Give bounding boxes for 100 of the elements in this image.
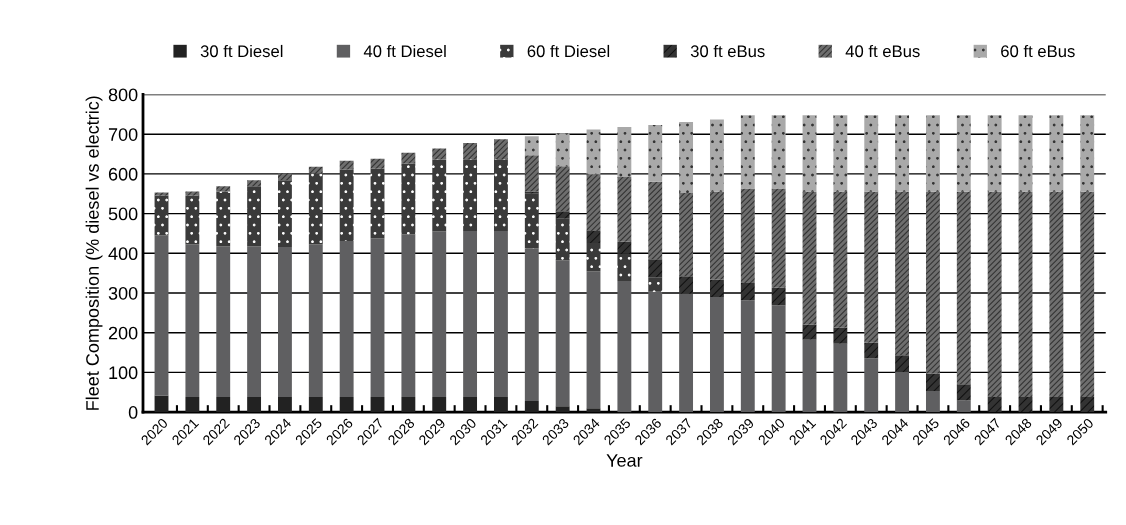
bar <box>524 248 539 402</box>
bar <box>247 246 262 398</box>
bar <box>1049 115 1064 192</box>
bar <box>339 160 354 170</box>
bar <box>185 195 200 245</box>
bar <box>895 372 910 413</box>
bar <box>1018 397 1033 413</box>
bar <box>524 401 539 413</box>
bar <box>925 373 940 392</box>
bar <box>864 342 879 359</box>
bar <box>494 231 508 398</box>
bar <box>617 241 632 254</box>
bar <box>987 397 1002 413</box>
y-tick-label: 200 <box>108 326 138 340</box>
bar <box>216 191 231 247</box>
bar <box>1018 115 1033 192</box>
bar <box>494 139 508 160</box>
bar <box>833 115 848 192</box>
bar <box>679 276 694 294</box>
bar <box>555 133 570 167</box>
bar <box>463 231 478 398</box>
bar <box>586 271 601 409</box>
bar <box>555 211 570 219</box>
bar <box>802 324 817 340</box>
bar <box>617 253 632 282</box>
bar <box>308 244 323 398</box>
bar <box>956 191 971 385</box>
bar <box>247 397 262 413</box>
bar <box>586 231 601 243</box>
bar <box>679 293 694 413</box>
bar <box>185 397 200 413</box>
bar <box>370 158 385 169</box>
bar <box>1049 397 1064 413</box>
bar <box>895 191 910 356</box>
bar <box>370 168 385 239</box>
bar <box>864 358 879 413</box>
bar <box>432 397 447 413</box>
bar <box>339 169 354 241</box>
legend-label: 40 ft Diesel <box>363 44 446 58</box>
legend-label: 60 ft eBus <box>1001 44 1075 58</box>
bar <box>617 177 632 242</box>
bar <box>771 305 786 413</box>
legend-label: 40 ft eBus <box>845 44 920 58</box>
bar <box>216 186 231 192</box>
y-tick-label: 300 <box>108 286 138 300</box>
bar <box>617 281 632 413</box>
bar <box>864 191 879 343</box>
bar <box>740 283 755 301</box>
bar <box>278 397 292 413</box>
bar <box>401 152 416 164</box>
bar <box>308 173 323 245</box>
bar <box>1018 191 1033 398</box>
bar <box>895 355 910 373</box>
legend-label: 30 ft eBus <box>690 44 765 58</box>
bar <box>740 300 755 413</box>
bar <box>833 327 848 344</box>
bar <box>1080 397 1095 413</box>
bar <box>1080 191 1095 398</box>
bar <box>586 408 601 413</box>
bar <box>771 115 786 189</box>
bar <box>555 406 570 413</box>
bar <box>987 191 1002 398</box>
bar <box>154 195 169 236</box>
bar <box>463 142 478 160</box>
bar <box>956 384 971 401</box>
bar <box>648 277 663 292</box>
bar <box>278 246 292 398</box>
bar <box>586 174 601 232</box>
y-tick-label: 100 <box>109 366 138 380</box>
y-tick-label: 800 <box>108 88 138 102</box>
bar <box>185 244 200 398</box>
bar <box>524 155 539 192</box>
y-tick-label: 400 <box>108 247 138 261</box>
bar <box>864 115 879 192</box>
bar <box>771 287 786 306</box>
bar <box>555 166 570 212</box>
bar <box>679 192 694 277</box>
bar <box>895 115 910 192</box>
y-tick-label: 500 <box>108 207 138 221</box>
bar <box>432 159 447 232</box>
bar <box>833 191 848 328</box>
bar <box>524 191 539 194</box>
bar <box>339 241 354 398</box>
legend-label: 60 ft Diesel <box>527 44 610 58</box>
bar <box>648 291 663 413</box>
bar <box>771 188 786 288</box>
y-tick-label: 600 <box>108 167 138 181</box>
bar <box>308 166 323 174</box>
bar <box>494 159 508 232</box>
bar <box>648 259 663 278</box>
bar <box>154 395 169 413</box>
y-tick-label: 0 <box>128 406 138 419</box>
bar <box>802 339 817 413</box>
bar <box>648 181 663 260</box>
bar <box>1080 115 1095 192</box>
bar <box>987 115 1002 192</box>
bar <box>555 260 570 407</box>
y-axis-title: Fleet Composition (% diesel vs electric) <box>85 96 103 410</box>
bar <box>802 191 817 325</box>
bar <box>679 121 694 193</box>
